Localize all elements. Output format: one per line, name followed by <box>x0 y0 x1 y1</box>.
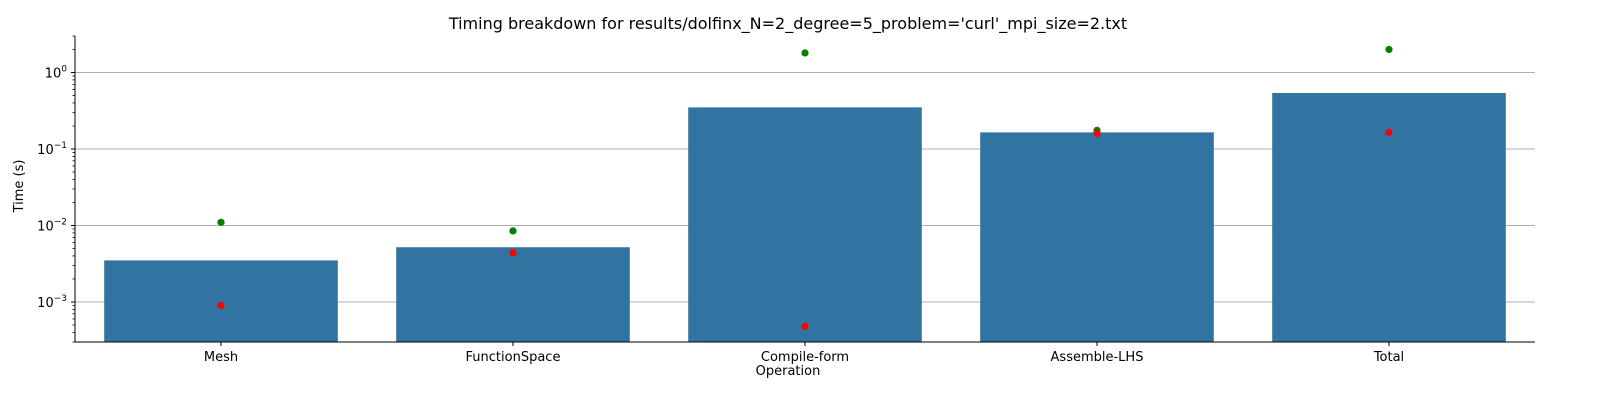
x-tick-label: Mesh <box>204 350 238 365</box>
bar-mesh <box>104 260 338 342</box>
point-series2-functionspace <box>509 249 517 257</box>
point-series1-mesh <box>217 218 225 226</box>
bar-assemble-lhs <box>980 132 1214 342</box>
x-tick-label: Total <box>1373 350 1404 365</box>
point-series1-functionspace <box>509 227 517 235</box>
y-tick-label: 10−2 <box>37 217 67 234</box>
point-series1-compile-form <box>801 49 809 57</box>
axes <box>71 35 1535 346</box>
x-tick-labels: Mesh FunctionSpace Compile-form Assemble-LH… <box>204 350 1404 365</box>
point-series2-assemble-lhs <box>1093 129 1101 137</box>
x-tick-label: FunctionSpace <box>466 350 561 365</box>
y-tick-label: 10−3 <box>37 294 67 311</box>
point-series2-total <box>1385 128 1393 136</box>
point-series2-mesh <box>217 301 225 310</box>
x-tick-label: Compile-form <box>761 350 849 365</box>
x-tick-label: Assemble-LHS <box>1051 350 1144 365</box>
points <box>217 45 1393 330</box>
chart-title: Timing breakdown for results/dolfinx_N=2… <box>448 14 1127 34</box>
y-axis-label: Time (s) <box>12 160 27 214</box>
y-tick-label: 10−1 <box>37 141 67 158</box>
bars <box>104 92 1506 343</box>
point-series2-compile-form <box>801 322 809 330</box>
x-axis-label: Operation <box>756 364 821 379</box>
bar-functionspace <box>396 247 630 342</box>
point-series1-total <box>1385 45 1393 54</box>
y-tick-label: 100 <box>45 64 68 81</box>
y-tick-labels: 10−3 10−2 10−1 100 <box>37 64 67 311</box>
bar-compile-form <box>688 107 922 342</box>
